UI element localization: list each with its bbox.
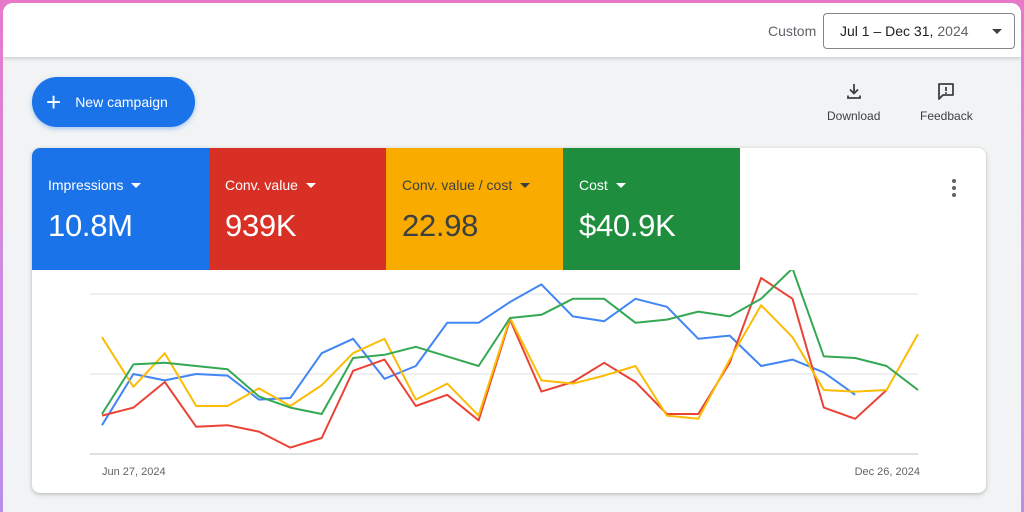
feedback-icon — [938, 83, 955, 100]
more-options-icon[interactable] — [944, 176, 964, 200]
top-bar: Custom Jul 1 – Dec 31, 2024 — [3, 3, 1021, 58]
dropdown-caret-icon — [992, 29, 1002, 34]
metric-label: Conv. value / cost — [402, 177, 513, 193]
metric-value: 22.98 — [402, 208, 479, 243]
performance-card: Impressions 10.8M Conv. value 939K Conv.… — [32, 148, 986, 493]
dropdown-caret-icon — [615, 182, 626, 188]
series-layer — [101, 270, 919, 449]
metric-label: Impressions — [48, 177, 124, 193]
metric-tile-conv-value[interactable]: Conv. value 939K — [209, 148, 386, 270]
metric-value: 939K — [225, 208, 297, 243]
metric-label: Cost — [579, 177, 608, 193]
date-range-text: Jul 1 – Dec 31, — [840, 23, 934, 39]
metric-tile-cost[interactable]: Cost $40.9K — [563, 148, 740, 270]
x-axis-start-label: Jun 27, 2024 — [102, 466, 166, 478]
dropdown-caret-icon — [520, 182, 531, 188]
series-line-4 — [101, 270, 919, 415]
performance-line-chart: Jun 27, 2024 Dec 26, 2024 — [90, 270, 920, 478]
dropdown-caret-icon — [131, 182, 142, 188]
series-line-1 — [101, 283, 856, 426]
metric-tile-impressions[interactable]: Impressions 10.8M — [32, 148, 209, 270]
metric-tile-conv-value-cost[interactable]: Conv. value / cost 22.98 — [386, 148, 563, 270]
plus-icon: + — [46, 87, 62, 117]
metric-value: $40.9K — [579, 208, 676, 243]
metric-label: Conv. value — [225, 177, 298, 193]
new-campaign-button[interactable]: + New campaign — [32, 77, 195, 127]
date-range-type-label: Custom — [768, 23, 817, 39]
metric-value: 10.8M — [48, 208, 133, 243]
metric-tiles: Impressions 10.8M Conv. value 939K Conv.… — [32, 148, 740, 270]
dropdown-caret-icon — [305, 182, 316, 188]
date-range-year: 2024 — [937, 23, 969, 39]
new-campaign-label: New campaign — [75, 94, 168, 110]
download-button[interactable]: Download — [827, 81, 880, 123]
series-line-2 — [101, 277, 888, 449]
feedback-button[interactable]: Feedback — [920, 81, 973, 123]
download-icon — [846, 84, 861, 99]
date-range-picker[interactable]: Jul 1 – Dec 31, 2024 — [823, 13, 1015, 49]
download-label: Download — [827, 109, 881, 123]
feedback-label: Feedback — [920, 109, 973, 123]
app-window: Custom Jul 1 – Dec 31, 2024 + New campai… — [3, 3, 1021, 512]
x-axis-end-label: Dec 26, 2024 — [855, 466, 920, 478]
